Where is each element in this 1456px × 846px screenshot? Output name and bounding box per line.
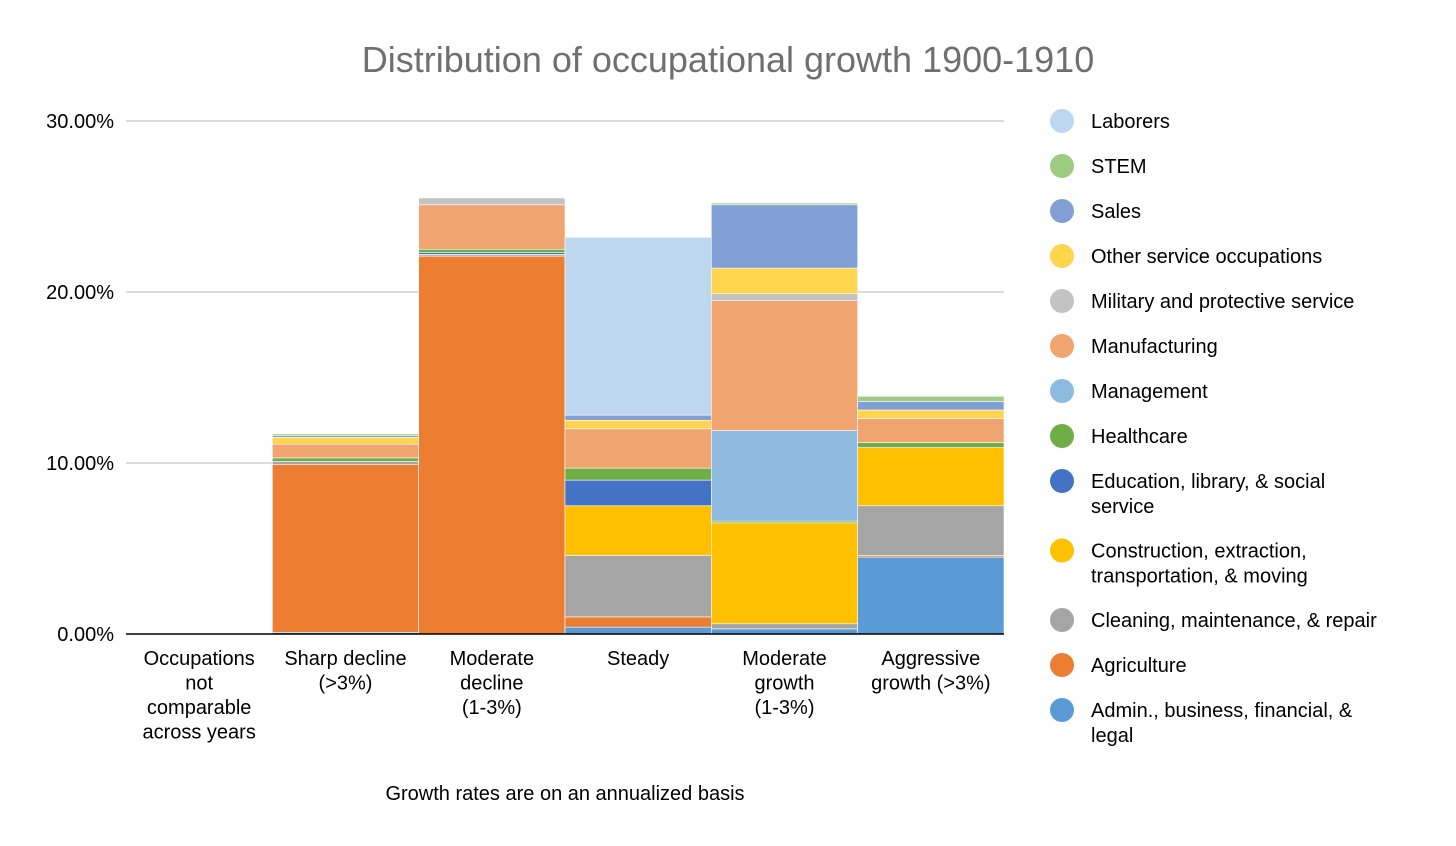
bar-segment [711,628,858,635]
bar-segment [564,414,712,421]
x-tick-label: across years [142,722,255,744]
legend-label: Healthcare [1091,426,1188,448]
x-tick-label: growth [754,673,814,695]
bar-segment [418,197,566,206]
x-tick-label: Occupations [144,648,255,670]
legend-label: Education, library, & social [1091,471,1325,493]
bar-segment [272,457,419,462]
bar-segment [418,204,566,250]
bar-segment [272,433,419,436]
y-tick-label: 10.00% [46,453,114,475]
bar-segment [272,460,419,466]
bar-segment [857,396,1005,402]
legend-marker [1050,154,1074,178]
legend-marker [1050,289,1074,313]
legend-label: Laborers [1091,111,1170,133]
x-tick-label: Steady [607,648,669,670]
bar-segment [564,555,712,618]
bar-segment [857,556,1005,635]
legend-marker [1050,653,1074,677]
legend-label: transportation, & moving [1091,566,1308,588]
y-tick-label: 30.00% [46,111,114,133]
x-tick-label: not [185,673,213,695]
x-tick-label: Aggressive [881,648,980,670]
bar-segment [857,409,1005,419]
legend-marker [1050,244,1074,268]
x-tick-label: (1-3%) [462,697,522,719]
legend-label: legal [1091,725,1133,747]
bar-segment [857,418,1005,443]
bar-segment [711,522,858,625]
legend-label: Agriculture [1091,655,1187,677]
bar-segment [711,267,858,295]
bar-segment [418,255,566,635]
legend-marker [1050,424,1074,448]
legend-marker [1050,538,1074,563]
legend-marker [1050,608,1074,632]
bar-segment [711,300,858,431]
bar-segment [564,479,712,507]
x-tick-label: decline [460,673,523,695]
x-tick-label: Moderate [742,648,827,670]
bar-segment [272,437,419,445]
legend-label: Sales [1091,201,1141,223]
bar-segment [711,623,858,630]
bar-segment [418,248,566,253]
stacked-bars [272,197,1005,635]
legend-marker [1050,469,1074,493]
y-tick-label: 20.00% [46,282,114,304]
legend-label: Admin., business, financial, & [1091,700,1353,722]
bar-segment [711,430,858,522]
x-tick-label: (1-3%) [754,697,814,719]
bar-segment [857,505,1005,556]
legend-label: service [1091,496,1154,518]
bar-segment [564,236,712,416]
bar-segment [564,467,712,481]
legend-marker [1050,109,1074,133]
y-tick-label: 0.00% [57,624,114,646]
legend-marker [1050,334,1074,358]
bar-segment [857,401,1005,411]
bar-segment [272,464,419,633]
chart-title: Distribution of occupational growth 1900… [362,39,1094,80]
legend-label: Management [1091,381,1208,403]
legend-label: Manufacturing [1091,336,1218,358]
x-tick-label: comparable [147,697,252,719]
bar-segment [711,293,858,301]
bar-segment [711,202,858,206]
bar-segment [564,616,712,628]
bar-segment [564,626,712,635]
chart-note: Growth rates are on an annualized basis [385,783,744,805]
x-tick-label: growth (>3%) [871,673,991,695]
bar-segment [564,505,712,556]
legend-label: STEM [1091,156,1147,178]
bar-segment [564,428,712,469]
x-tick-label: Moderate [450,648,535,670]
x-tick-label: Sharp decline [284,648,406,670]
bar-segment [857,447,1005,507]
legend-label: Military and protective service [1091,291,1354,313]
bar-segment [711,204,858,269]
legend-label: Construction, extraction, [1091,541,1307,563]
bar-segment [564,419,712,430]
legend: Laborers STEM Sales Other service occupatio… [1050,109,1377,747]
legend-label: Other service occupations [1091,246,1322,268]
bar-segment [857,442,1005,448]
x-tick-label: (>3%) [319,673,373,695]
bar-segment [272,443,419,459]
legend-marker [1050,199,1074,223]
legend-marker [1050,379,1074,403]
legend-label: Cleaning, maintenance, & repair [1091,610,1377,632]
legend-marker [1050,698,1074,722]
